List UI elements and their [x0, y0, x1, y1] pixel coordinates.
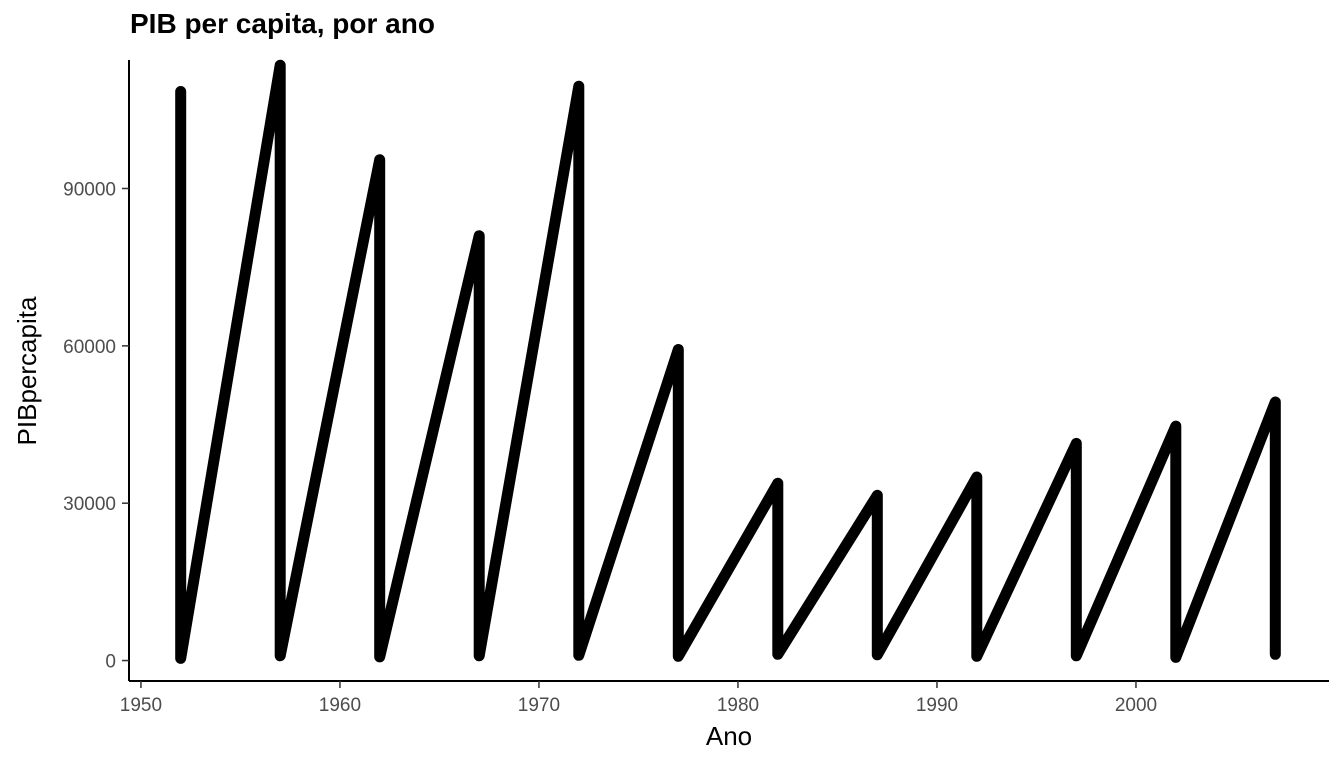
axes-layer	[128, 60, 1329, 682]
y-axis-title: PIBpercapita	[12, 296, 42, 445]
data-layer	[175, 59, 1281, 664]
y-tick-label: 60000	[63, 337, 116, 358]
chart-title: PIB per capita, por ano	[130, 8, 435, 39]
x-tick-label: 1950	[120, 695, 162, 716]
x-tick-label: 1970	[518, 695, 560, 716]
ticks-layer: 1950 1960 1970 1980 1990 2000 0 30000 60000 90000	[63, 180, 1157, 716]
x-tick-label: 1990	[916, 695, 958, 716]
y-tick-label: 30000	[63, 494, 116, 515]
x-tick-label: 1980	[717, 695, 759, 716]
series-line	[175, 59, 1281, 664]
y-tick-label: 0	[105, 652, 116, 673]
y-tick-label: 90000	[63, 180, 116, 201]
x-axis-title: Ano	[706, 721, 752, 751]
x-tick-label: 1960	[319, 695, 361, 716]
x-tick-label: 2000	[1115, 695, 1157, 716]
